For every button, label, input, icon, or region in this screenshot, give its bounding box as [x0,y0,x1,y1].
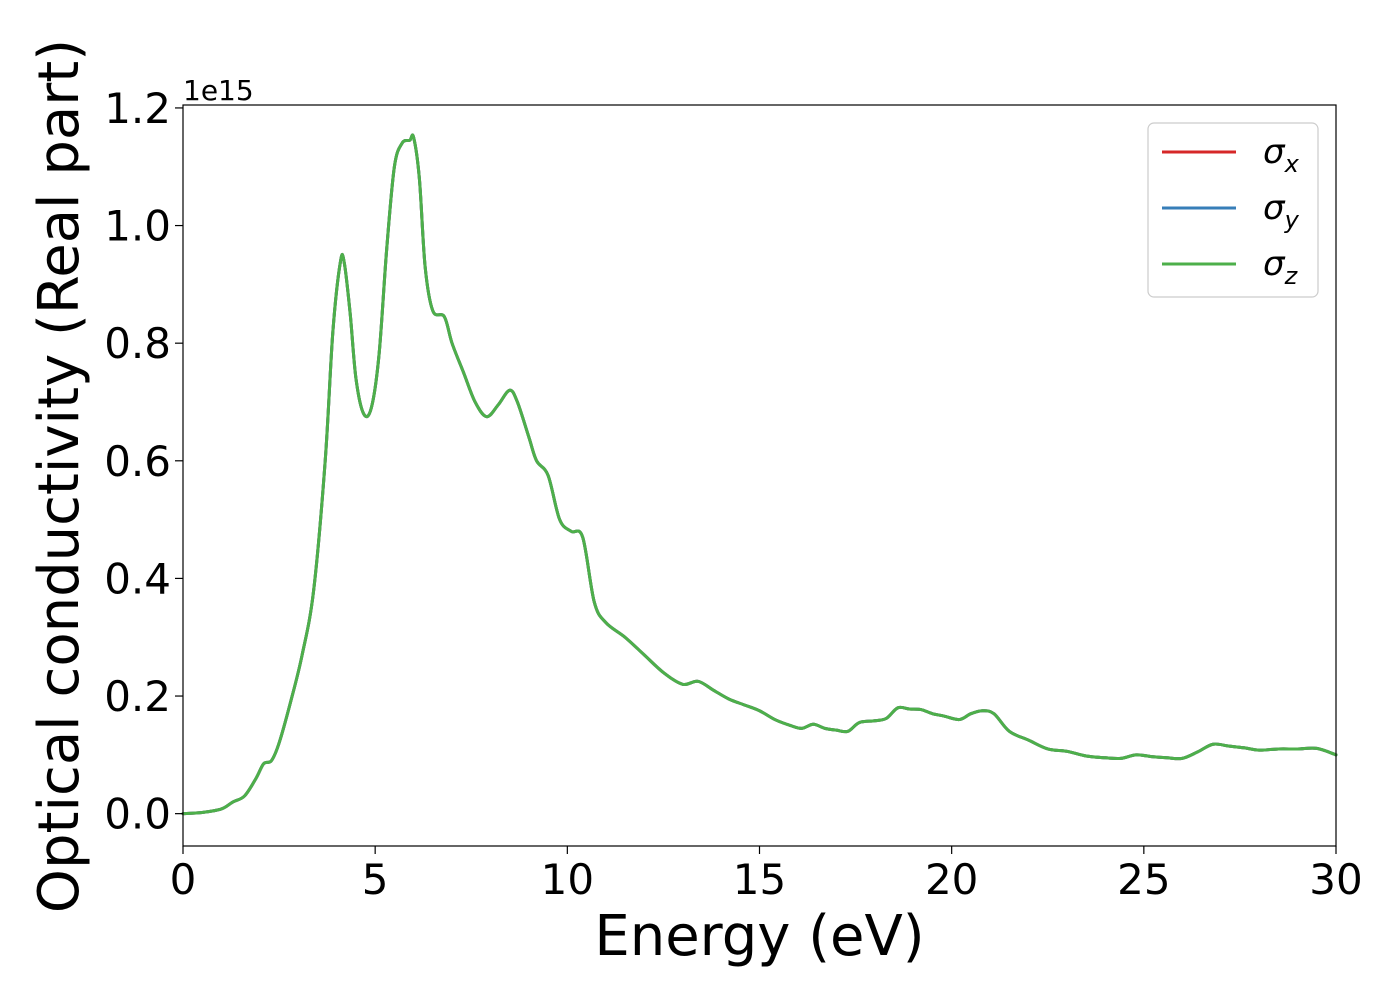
x-axis: 0 5 10 15 20 25 30 [170,846,1363,904]
y-offset-label: 1e15 [183,74,254,107]
legend-label-sigma-z: σz [1263,244,1299,290]
x-tick-label: 20 [925,855,978,904]
legend: σx σy σz [1147,122,1319,298]
y-tick-label: 0.4 [104,554,171,603]
x-tick-label: 15 [733,855,786,904]
y-tick-label: 0.2 [104,672,171,721]
plot-background [183,105,1336,846]
x-tick-label: 0 [170,855,197,904]
legend-label-sigma-y: σy [1263,188,1300,234]
series-layer [181,133,1338,816]
plot-area [181,104,1338,847]
y-tick-label: 1.0 [104,202,171,251]
y-tick-label: 0.0 [104,790,171,839]
y-tick-label: 0.6 [104,437,171,486]
legend-label-sigma-x: σx [1263,132,1300,178]
x-tick-label: 10 [541,855,594,904]
y-tick-label: 0.8 [104,319,171,368]
x-axis-title: Energy (eV) [594,904,924,969]
y-tick-label: 1.2 [104,84,171,133]
x-tick-label: 30 [1309,855,1362,904]
y-axis: 0.0 0.2 0.4 0.6 0.8 1.0 1.2 [104,84,183,839]
legend-items: σx σy σz [1162,132,1300,290]
legend-box [1147,122,1319,298]
x-tick-label: 5 [362,855,389,904]
x-tick-label: 25 [1117,855,1170,904]
y-axis-title: Optical conductivity (Real part) [27,39,92,913]
series-line-sigma-z [181,133,1338,816]
